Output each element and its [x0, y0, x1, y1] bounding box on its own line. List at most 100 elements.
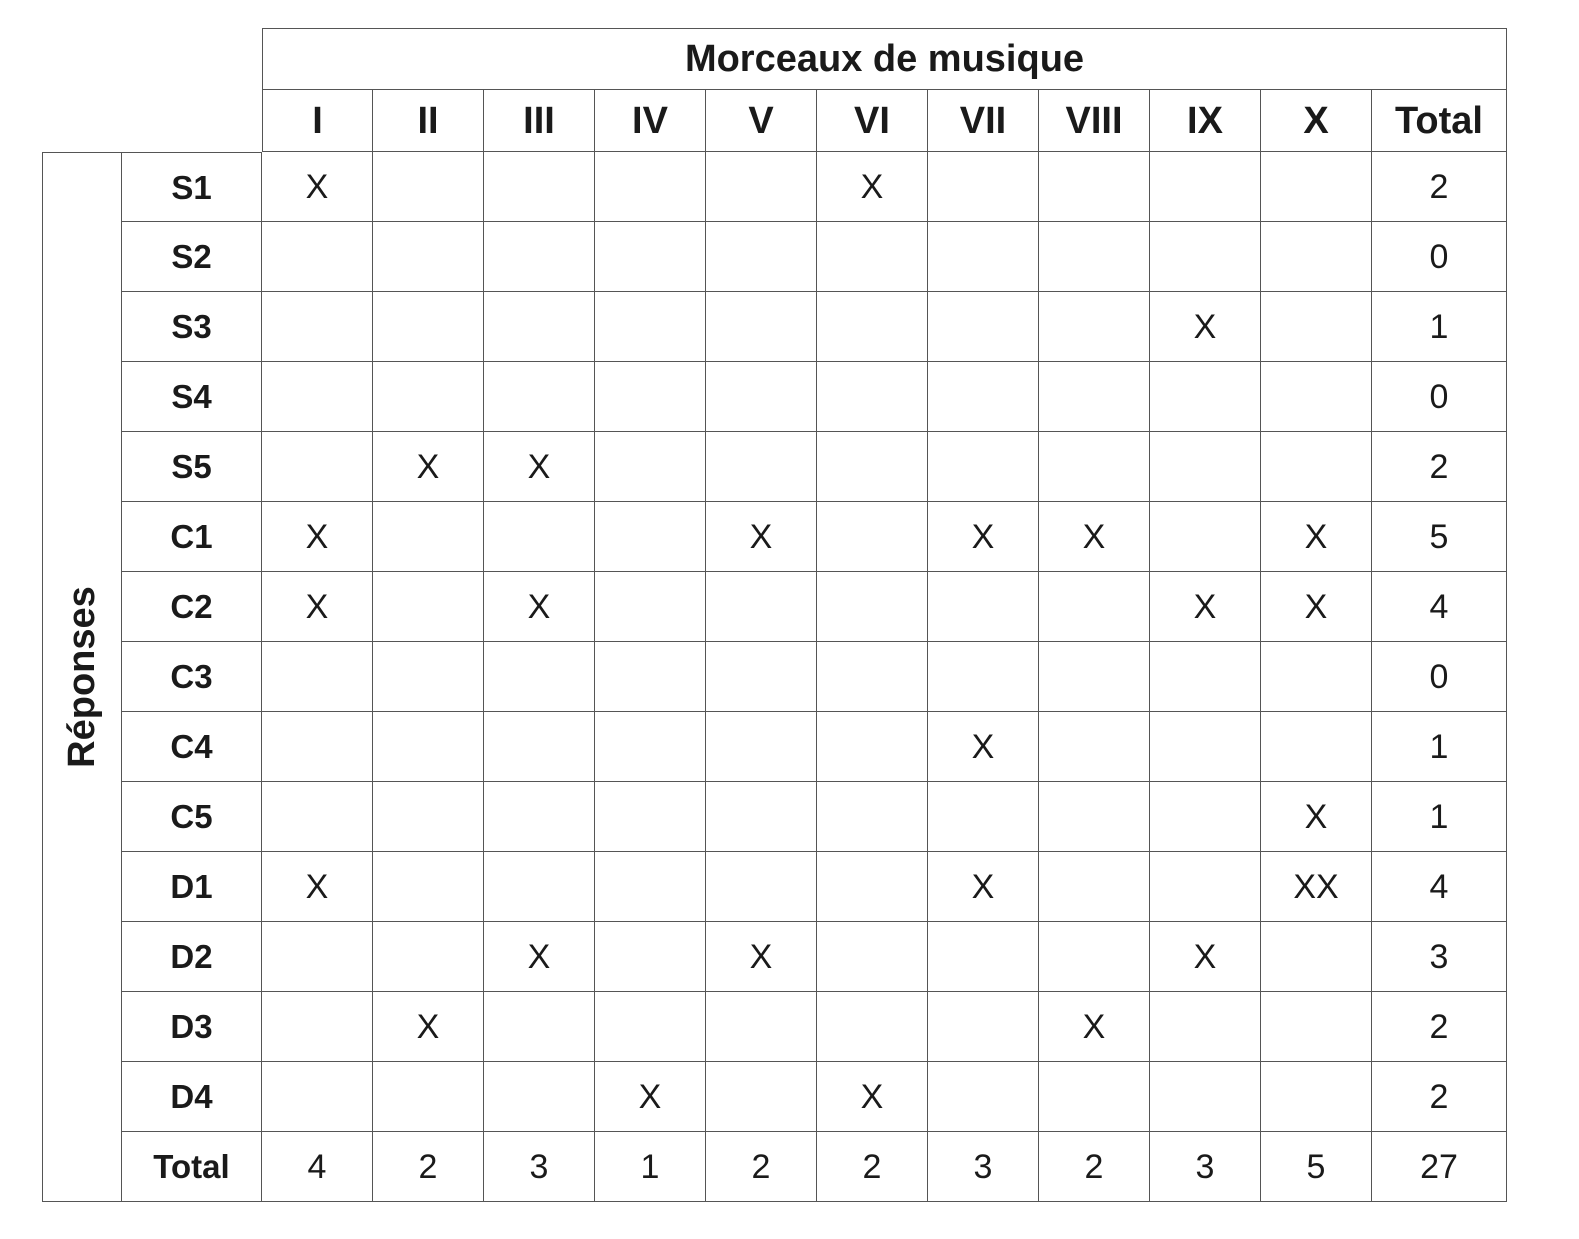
row-label: C4 [122, 712, 262, 782]
response-cell [706, 572, 817, 642]
response-cell [1150, 222, 1261, 292]
response-cell [262, 712, 373, 782]
response-cell [595, 222, 706, 292]
row-label: S1 [122, 152, 262, 222]
total-cell: 0 [1372, 642, 1507, 712]
response-cell [1150, 152, 1261, 222]
response-cell [1150, 1062, 1261, 1132]
total-cell: 0 [1372, 222, 1507, 292]
response-cell [928, 1062, 1039, 1132]
response-cell: X [595, 1062, 706, 1132]
response-cell [484, 642, 595, 712]
column-header: VIII [1039, 90, 1150, 152]
table-title: Morceaux de musique [262, 28, 1507, 90]
response-cell [1039, 152, 1150, 222]
response-cell [928, 642, 1039, 712]
response-cell [373, 1062, 484, 1132]
response-cell [928, 572, 1039, 642]
response-cell [484, 1062, 595, 1132]
total-cell: 4 [1372, 852, 1507, 922]
response-cell [373, 502, 484, 572]
total-cell: 1 [595, 1132, 706, 1202]
row-label: C2 [122, 572, 262, 642]
response-cell [706, 992, 817, 1062]
column-header: III [484, 90, 595, 152]
response-cell [817, 222, 928, 292]
side-label: Réponses [42, 152, 122, 1202]
row-label: C5 [122, 782, 262, 852]
response-cell [1261, 712, 1372, 782]
total-cell: 4 [262, 1132, 373, 1202]
response-cell [928, 362, 1039, 432]
total-cell: 4 [1372, 572, 1507, 642]
response-cell: X [484, 432, 595, 502]
response-cell [928, 782, 1039, 852]
response-cell: X [1150, 922, 1261, 992]
total-cell: 1 [1372, 712, 1507, 782]
column-header: VII [928, 90, 1039, 152]
response-cell [595, 502, 706, 572]
response-cell [706, 852, 817, 922]
response-cell: XX [1261, 852, 1372, 922]
row-label: D2 [122, 922, 262, 992]
row-label: S2 [122, 222, 262, 292]
response-cell [373, 152, 484, 222]
response-cell [1150, 502, 1261, 572]
total-cell: 3 [928, 1132, 1039, 1202]
response-cell: X [706, 502, 817, 572]
response-cell [373, 852, 484, 922]
response-cell [1261, 362, 1372, 432]
response-cell [373, 222, 484, 292]
response-cell [373, 922, 484, 992]
response-cell: X [484, 572, 595, 642]
response-cell: X [262, 572, 373, 642]
response-cell [595, 852, 706, 922]
response-cell [373, 642, 484, 712]
response-cell [1261, 432, 1372, 502]
response-cell: X [262, 152, 373, 222]
response-cell [595, 782, 706, 852]
response-cell [706, 222, 817, 292]
row-label: D4 [122, 1062, 262, 1132]
response-cell [928, 222, 1039, 292]
response-cell: X [373, 432, 484, 502]
response-cell [706, 642, 817, 712]
response-cell: X [1261, 572, 1372, 642]
response-cell [1261, 922, 1372, 992]
response-cell [262, 362, 373, 432]
response-cell [1039, 712, 1150, 782]
response-cell: X [928, 502, 1039, 572]
response-cell [595, 992, 706, 1062]
response-cell [262, 642, 373, 712]
response-cell [262, 992, 373, 1062]
response-cell [817, 432, 928, 502]
response-cell [817, 922, 928, 992]
response-cell [706, 292, 817, 362]
column-header: IV [595, 90, 706, 152]
row-label: S3 [122, 292, 262, 362]
response-cell [484, 712, 595, 782]
total-cell: 2 [373, 1132, 484, 1202]
response-cell [595, 922, 706, 992]
response-cell [262, 432, 373, 502]
response-cell [817, 292, 928, 362]
response-cell [817, 852, 928, 922]
row-label: S4 [122, 362, 262, 432]
response-cell [484, 992, 595, 1062]
response-cell [262, 222, 373, 292]
response-cell [1261, 642, 1372, 712]
response-cell [928, 992, 1039, 1062]
response-cell [706, 362, 817, 432]
column-header: X [1261, 90, 1372, 152]
total-cell: 5 [1261, 1132, 1372, 1202]
response-cell [817, 642, 928, 712]
response-cell: X [373, 992, 484, 1062]
response-cell [1261, 1062, 1372, 1132]
response-cell [706, 432, 817, 502]
response-cell [1039, 362, 1150, 432]
response-cell: X [706, 922, 817, 992]
response-cell [484, 362, 595, 432]
response-cell: X [1150, 572, 1261, 642]
response-cell [595, 572, 706, 642]
response-cell [928, 152, 1039, 222]
